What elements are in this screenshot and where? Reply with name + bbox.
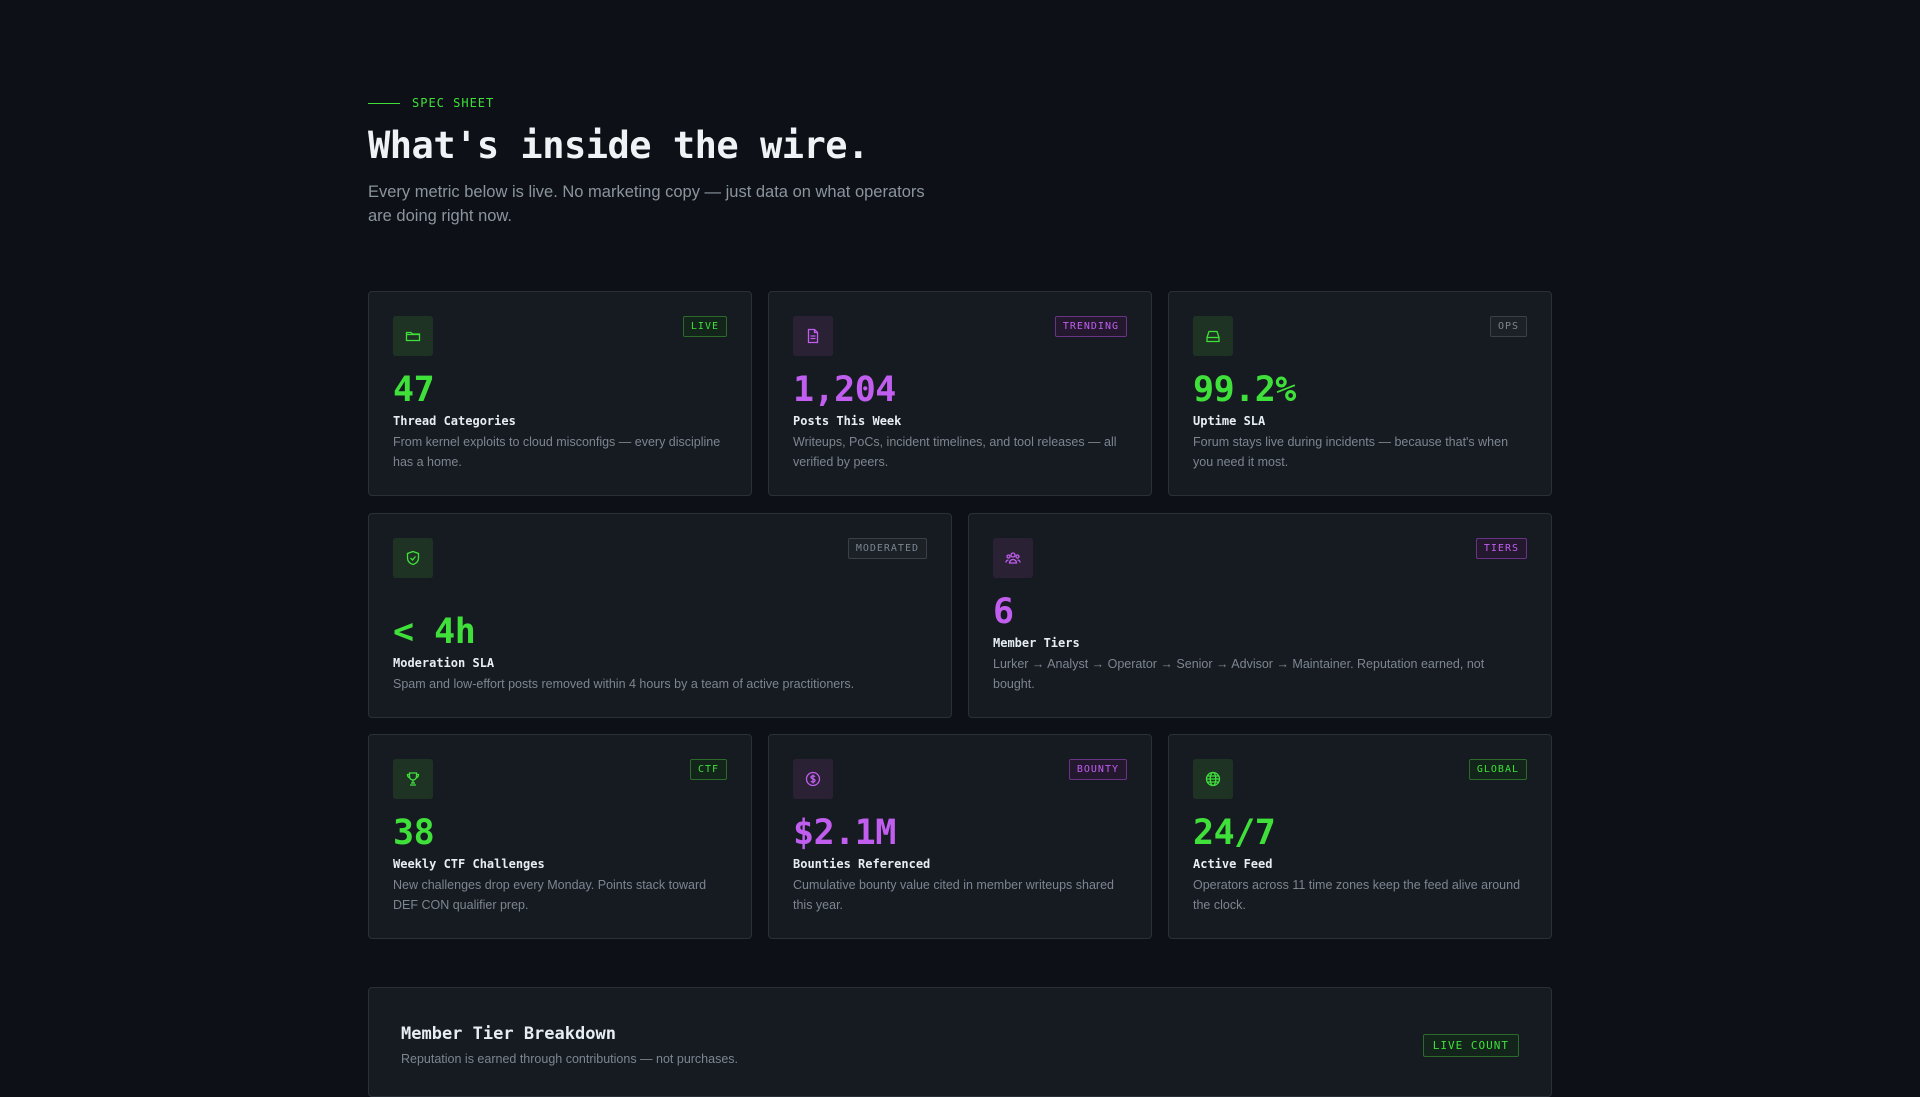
metric-label: Moderation SLA (393, 656, 495, 670)
metric-description: Lurker → Analyst → Operator → Senior → A… (993, 657, 1485, 691)
eyebrow-label: SPEC SHEET (412, 96, 495, 110)
stat-card-member-tiers: TIERS 6 Member Tiers Lurker → Analyst → … (968, 513, 1552, 718)
globe-icon (1193, 759, 1233, 799)
eyebrow-line (368, 102, 400, 104)
metric-description: Forum stays live during incidents — beca… (1193, 435, 1509, 469)
metric-description: From kernel exploits to cloud misconfigs… (393, 435, 721, 469)
metric-value: < 4h (393, 612, 476, 652)
metric-description: Spam and low-effort posts removed within… (393, 677, 855, 691)
tier-breakdown-title: Member Tier Breakdown (401, 1024, 616, 1044)
status-badge: OPS (1489, 316, 1527, 337)
trophy-icon (393, 759, 433, 799)
server-icon (1193, 316, 1233, 356)
metric-description: New challenges drop every Monday. Points… (393, 878, 707, 912)
status-badge: CTF (689, 759, 727, 780)
metric-label: Weekly CTF Challenges (393, 857, 545, 871)
stat-card-posts-this-week: TRENDING 1,204 Posts This Week Writeups,… (768, 291, 1152, 496)
metric-label: Bounties Referenced (793, 857, 931, 871)
eyebrow: SPEC SHEET (368, 96, 494, 110)
stat-card-thread-categories: LIVE 47 Thread Categories From kernel ex… (368, 291, 752, 496)
metric-label: Member Tiers (993, 636, 1080, 650)
metric-value: 24/7 (1193, 813, 1276, 853)
metric-description: Cumulative bounty value cited in member … (793, 878, 1114, 912)
metric-value: 99.2% (1193, 370, 1296, 410)
users-icon (993, 538, 1033, 578)
section-title: What's inside the wire. (368, 124, 869, 167)
live-count-badge: LIVE COUNT (1422, 1034, 1519, 1057)
status-badge: TRENDING (1054, 316, 1127, 337)
metric-label: Uptime SLA (1193, 414, 1266, 428)
metric-value: 47 (393, 370, 435, 410)
stat-card-moderation-sla: MODERATED < 4h Moderation SLA Spam and l… (368, 513, 952, 718)
status-badge: LIVE (682, 316, 727, 337)
metric-value: 1,204 (793, 370, 896, 410)
stat-card-active-feed: GLOBAL 24/7 Active Feed Operators across… (1168, 734, 1552, 939)
metric-label: Posts This Week (793, 414, 902, 428)
section-subtitle: Every metric below is live. No marketing… (368, 183, 925, 225)
metric-value: 38 (393, 813, 435, 853)
status-badge: BOUNTY (1068, 759, 1127, 780)
document-icon (793, 316, 833, 356)
metric-label: Thread Categories (393, 414, 516, 428)
stat-card-weekly-ctf: CTF 38 Weekly CTF Challenges New challen… (368, 734, 752, 939)
shield-check-icon (393, 538, 433, 578)
stat-card-uptime-sla: OPS 99.2% Uptime SLA Forum stays live du… (1168, 291, 1552, 496)
stat-card-bounties: BOUNTY $2.1M Bounties Referenced Cumulat… (768, 734, 1152, 939)
dollar-icon (793, 759, 833, 799)
folder-icon (393, 316, 433, 356)
status-badge: TIERS (1475, 538, 1527, 559)
metric-label: Active Feed (1193, 857, 1273, 871)
metric-description: Writeups, PoCs, incident timelines, and … (793, 435, 1117, 469)
status-badge: MODERATED (847, 538, 927, 559)
metric-value: 6 (993, 592, 1014, 632)
tier-breakdown-panel: Member Tier Breakdown Reputation is earn… (368, 987, 1552, 1097)
metric-value: $2.1M (793, 813, 896, 853)
metric-description: Operators across 11 time zones keep the … (1193, 878, 1521, 912)
tier-breakdown-subtitle: Reputation is earned through contributio… (401, 1052, 739, 1066)
status-badge: GLOBAL (1468, 759, 1527, 780)
